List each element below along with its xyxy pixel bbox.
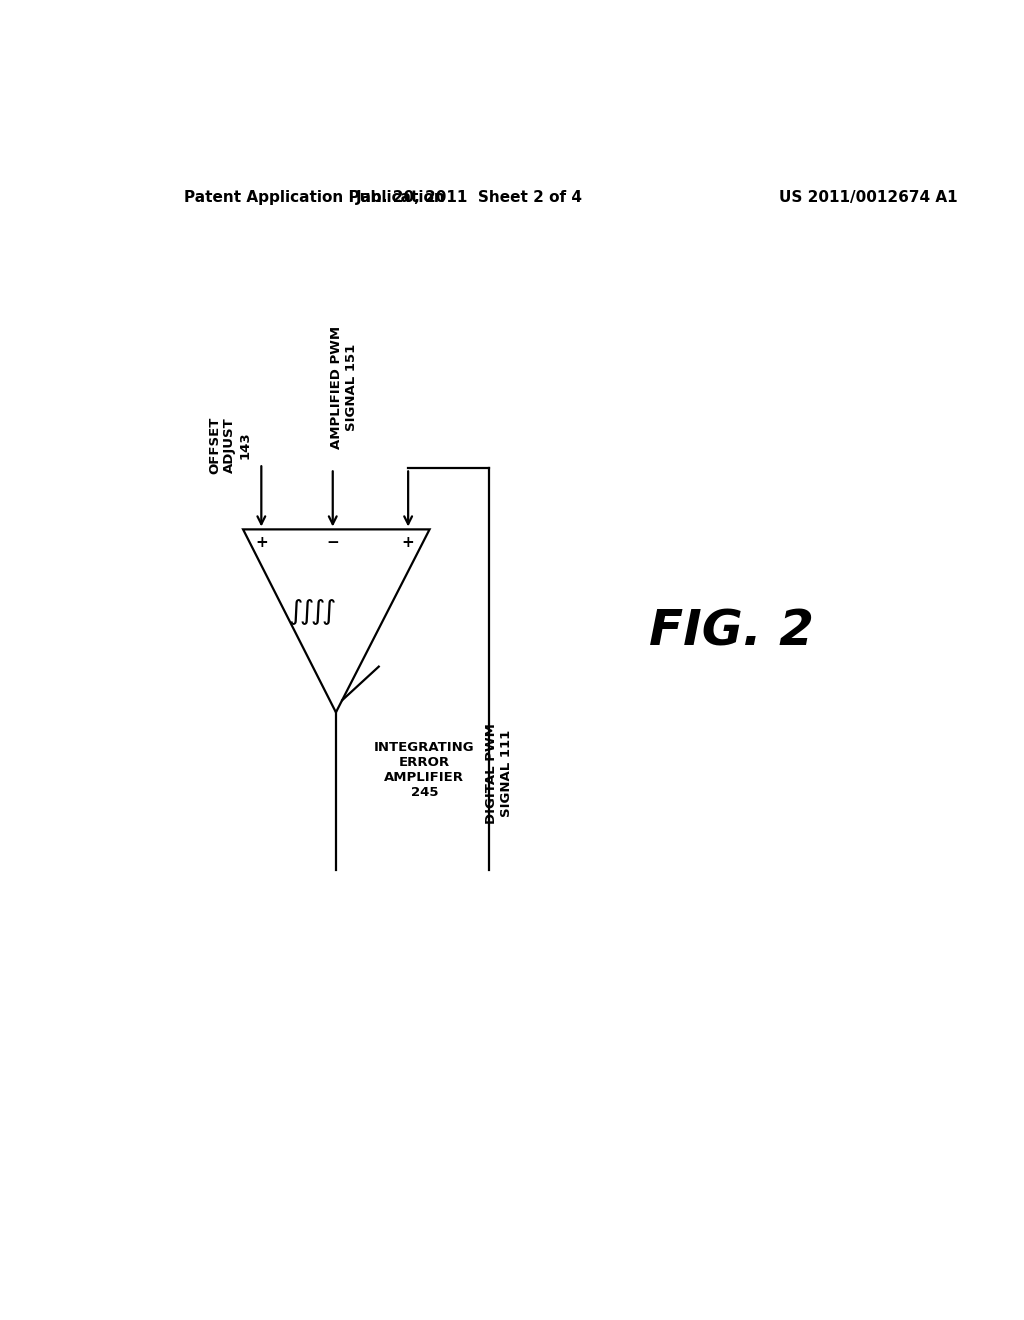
- Text: Patent Application Publication: Patent Application Publication: [183, 190, 444, 205]
- Text: +: +: [401, 535, 415, 550]
- Text: +: +: [255, 535, 267, 550]
- Text: OFFSET
ADJUST
143: OFFSET ADJUST 143: [208, 416, 251, 474]
- Text: $\int\!\int\!\int\!\int$: $\int\!\int\!\int\!\int$: [288, 597, 336, 627]
- Text: INTEGRATING
ERROR
AMPLIFIER
245: INTEGRATING ERROR AMPLIFIER 245: [374, 742, 475, 800]
- Text: US 2011/0012674 A1: US 2011/0012674 A1: [778, 190, 957, 205]
- Text: AMPLIFIED PWM
SIGNAL 151: AMPLIFIED PWM SIGNAL 151: [330, 326, 357, 449]
- Text: Jan. 20, 2011  Sheet 2 of 4: Jan. 20, 2011 Sheet 2 of 4: [355, 190, 583, 205]
- Text: −: −: [327, 535, 339, 550]
- Text: FIG. 2: FIG. 2: [648, 607, 814, 655]
- Text: DIGITAL PWM
SIGNAL 111: DIGITAL PWM SIGNAL 111: [485, 723, 513, 824]
